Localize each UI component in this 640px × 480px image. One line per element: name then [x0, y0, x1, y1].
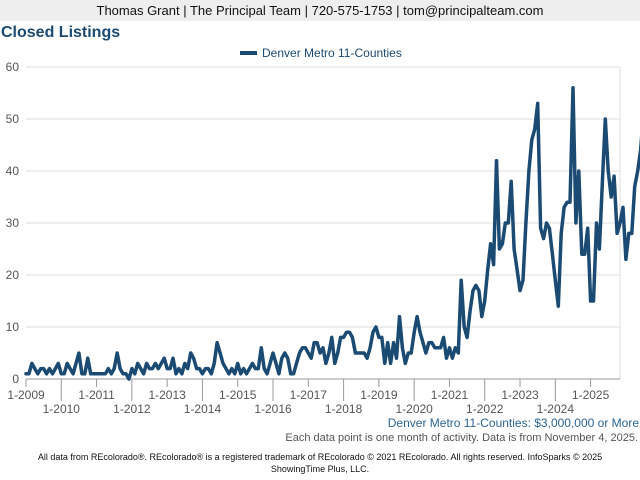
y-tick-label: 20	[6, 268, 20, 282]
x-tick-label: 1-2014	[184, 402, 222, 416]
x-tick-label: 1-2020	[395, 402, 433, 416]
y-tick-label: 60	[6, 60, 20, 74]
x-tick-label: 1-2023	[501, 388, 539, 402]
y-tick-label: 10	[6, 320, 20, 334]
x-tick-label: 1-2016	[254, 402, 292, 416]
x-tick-label: 1-2011	[78, 388, 115, 402]
x-tick-label: 1-2021	[431, 388, 469, 402]
footer: All data from REcolorado®. REcolorado® i…	[0, 451, 640, 475]
chart-title: Closed Listings	[1, 24, 121, 41]
x-tick-label: 1-2022	[466, 402, 504, 416]
y-tick-label: 0	[12, 372, 19, 386]
series-line-denver-metro-11-counties	[24, 86, 640, 381]
x-tick-label: 1-2017	[290, 388, 328, 402]
x-tick-label: 1-2015	[219, 388, 257, 402]
x-tick-label: 1-2012	[113, 402, 151, 416]
header-bar: Thomas Grant | The Principal Team | 720-…	[0, 0, 640, 21]
y-tick-label: 40	[6, 164, 20, 178]
grid-layer	[26, 66, 621, 380]
series-layer	[24, 86, 640, 381]
legend: Denver Metro 11-Counties	[240, 46, 402, 60]
x-tick-label: 1-2013	[148, 388, 186, 402]
legend-label: Denver Metro 11-Counties	[262, 46, 402, 60]
x-tick-label: 1-2018	[325, 402, 363, 416]
footer-line-2: ShowingTime Plus, LLC.	[270, 464, 370, 474]
chart-subtitle: Denver Metro 11-Counties: $3,000,000 or …	[387, 416, 639, 430]
x-tick-label: 1-2025	[572, 388, 610, 402]
footer-line-1: All data from REcolorado®. REcolorado® i…	[37, 452, 603, 462]
data-note: Each data point is one month of activity…	[285, 432, 638, 444]
x-tick-label: 1-2010	[43, 402, 81, 416]
x-tick-label: 1-2019	[360, 388, 398, 402]
y-tick-label: 30	[6, 216, 20, 230]
x-tick-label: 1-2024	[537, 402, 575, 416]
legend-swatch	[240, 51, 257, 55]
x-tick-label: 1-2009	[7, 388, 45, 402]
contact-info: Thomas Grant | The Principal Team | 720-…	[96, 3, 544, 18]
y-tick-label: 50	[6, 112, 20, 126]
